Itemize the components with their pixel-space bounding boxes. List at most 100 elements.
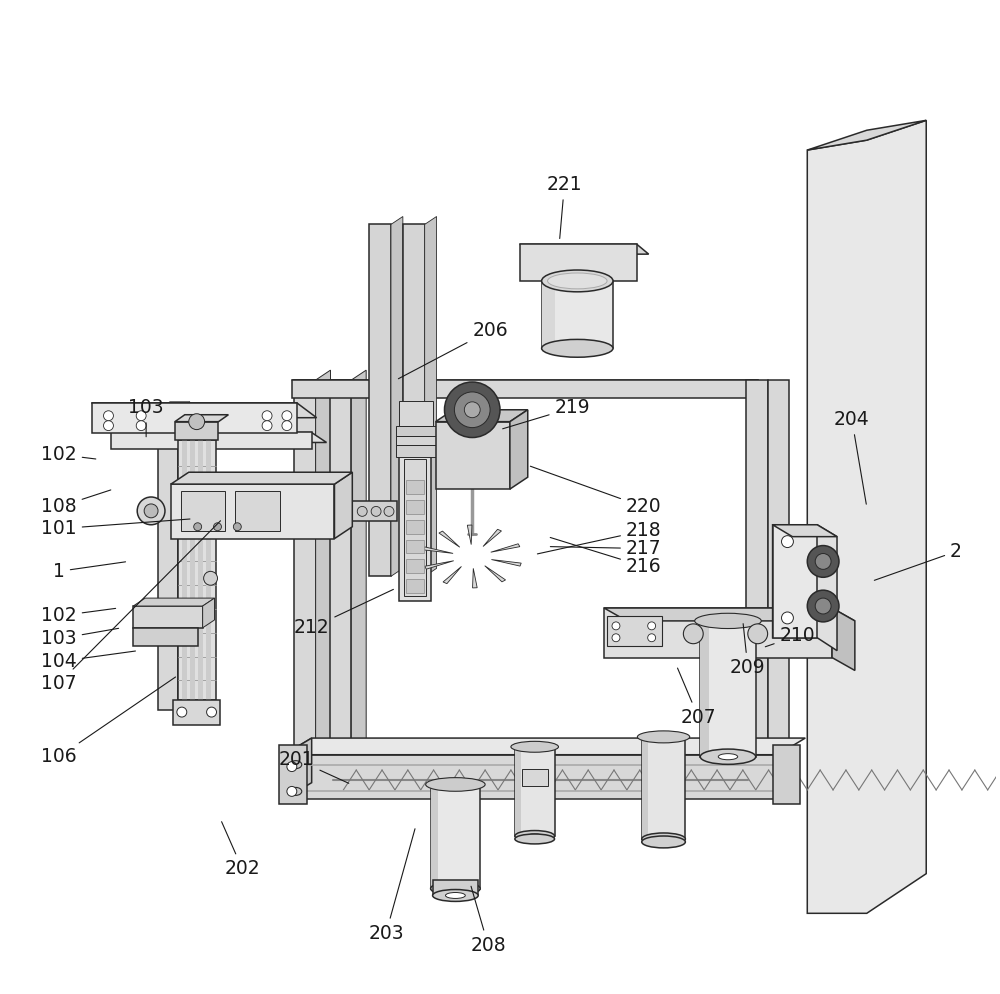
Bar [191,534,209,588]
Ellipse shape [447,886,464,892]
Circle shape [807,546,839,578]
Polygon shape [467,525,472,545]
Polygon shape [334,472,352,539]
Circle shape [384,506,394,516]
Text: 202: 202 [222,822,260,879]
Text: 221: 221 [547,175,582,239]
Text: 102: 102 [41,606,116,625]
Polygon shape [642,737,648,839]
Bar [330,380,351,756]
Ellipse shape [511,742,558,752]
Circle shape [639,624,659,644]
Polygon shape [158,402,190,410]
Text: 212: 212 [294,589,393,637]
Text: 217: 217 [550,539,662,558]
Ellipse shape [515,831,555,842]
Text: 203: 203 [368,829,415,942]
Ellipse shape [426,777,485,791]
Circle shape [282,420,292,430]
Text: 2: 2 [874,542,962,580]
Polygon shape [284,739,805,754]
Polygon shape [807,120,926,150]
Bar [396,445,436,457]
Polygon shape [316,370,331,756]
Circle shape [262,420,272,430]
Polygon shape [542,281,555,348]
Ellipse shape [431,882,480,896]
Ellipse shape [515,834,555,844]
Polygon shape [520,245,649,254]
Bar [542,281,613,348]
Polygon shape [133,598,215,606]
Bar [198,439,203,700]
Bar [173,700,220,725]
Text: 201: 201 [279,750,349,783]
Ellipse shape [433,890,478,902]
Bar [182,439,187,700]
Bar [522,768,548,786]
Polygon shape [203,598,215,628]
Bar [111,431,312,449]
Circle shape [815,598,831,614]
Bar [406,500,424,514]
Circle shape [137,497,165,525]
Bar [181,491,225,531]
Circle shape [136,411,146,420]
Bar [700,621,756,756]
Polygon shape [439,531,460,548]
Bar [773,525,817,638]
Bar [433,880,478,896]
Circle shape [612,634,620,642]
Bar [406,520,424,534]
Circle shape [807,590,839,622]
Circle shape [104,411,113,420]
Bar [768,380,789,756]
Polygon shape [491,544,520,553]
Text: 107: 107 [41,521,220,693]
Polygon shape [436,410,528,421]
Bar [133,628,198,646]
Ellipse shape [656,837,671,841]
Circle shape [748,624,768,644]
Bar [431,784,480,889]
Bar [406,580,424,593]
Text: 210: 210 [765,626,815,647]
Bar [746,380,768,756]
Circle shape [782,536,793,548]
Ellipse shape [542,270,613,292]
Bar [171,484,334,539]
Ellipse shape [642,836,685,848]
Text: 103: 103 [128,399,164,436]
Polygon shape [604,608,855,621]
Circle shape [262,411,272,420]
Circle shape [648,622,656,630]
Bar [406,480,424,494]
Polygon shape [773,525,837,537]
Bar [404,459,426,596]
Circle shape [454,392,490,427]
Circle shape [648,634,656,642]
Circle shape [287,786,297,796]
Circle shape [464,402,480,417]
Circle shape [214,523,221,531]
Text: 220: 220 [530,466,662,517]
Circle shape [357,506,367,516]
Circle shape [177,707,187,717]
Bar [406,540,424,554]
Polygon shape [773,525,837,651]
Bar [352,501,397,521]
Ellipse shape [642,833,685,845]
Bar [133,606,203,628]
Bar [403,225,425,577]
Ellipse shape [290,760,302,768]
Circle shape [194,523,202,531]
Text: 207: 207 [678,668,716,727]
Text: 204: 204 [834,411,870,504]
Bar [158,410,178,710]
Text: 219: 219 [503,399,590,428]
Circle shape [233,523,241,531]
Circle shape [444,382,500,437]
Bar [436,421,510,489]
Bar [773,745,800,804]
Ellipse shape [718,753,738,759]
